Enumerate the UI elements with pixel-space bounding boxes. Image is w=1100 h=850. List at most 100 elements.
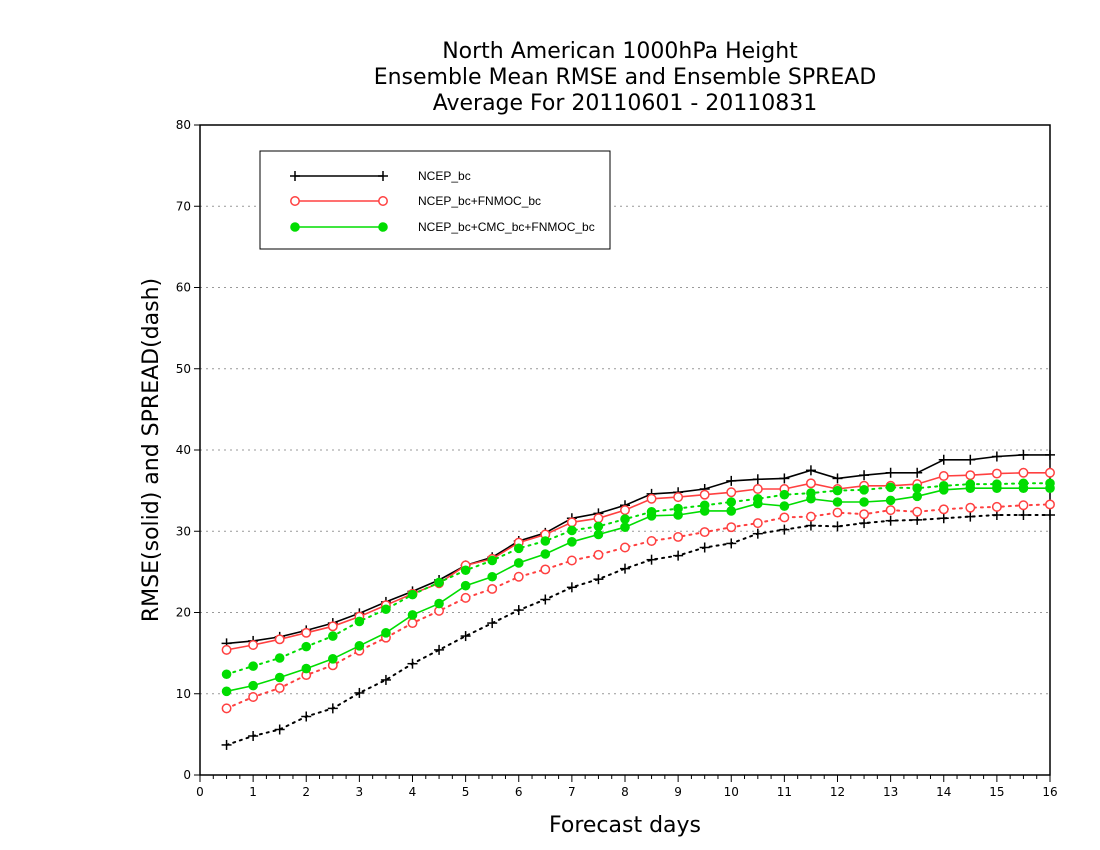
ncep-bc-fnmoc-bc-spread-point [221, 703, 232, 714]
x-tick-label: 9 [674, 785, 682, 799]
ncep-bc-cmc-bc-fnmoc-bc-spread-point [779, 489, 790, 500]
ncep-bc-spread-point [1018, 510, 1029, 520]
ncep-bc-cmc-bc-fnmoc-bc-rmse-point [1018, 483, 1029, 493]
ncep-bc-cmc-bc-fnmoc-bc-rmse-point [540, 549, 551, 559]
legend: NCEP_bc NCEP_bc+FNMOC_bc NCEP_bc+CMC_bc+FN… [259, 150, 611, 250]
ncep-bc-fnmoc-bc-spread-point [859, 509, 870, 520]
ncep-bc-fnmoc-bc-rmse-point [301, 627, 312, 638]
ncep-bc-fnmoc-bc-rmse-point [938, 471, 949, 481]
chart-title-line-2: Ensemble Mean RMSE and Ensemble SPREAD [374, 65, 877, 90]
ncep-bc-cmc-bc-fnmoc-bc-rmse-point [753, 498, 763, 509]
x-tick-label: 3 [356, 785, 364, 799]
chart-title: North American 1000hPa Height Ensemble M… [374, 39, 877, 116]
ncep-bc-spread-point [752, 528, 763, 539]
legend-marker [290, 222, 300, 232]
ncep-bc-cmc-bc-fnmoc-bc-spread-point [301, 641, 312, 652]
chart-title-line-1: North American 1000hPa Height [442, 39, 798, 64]
ncep-bc-fnmoc-bc-spread-point [912, 506, 923, 517]
x-tick-label: 5 [462, 785, 470, 799]
ncep-bc-fnmoc-bc-rmse-point [673, 492, 684, 503]
ncep-bc-fnmoc-bc-rmse-point [1045, 467, 1055, 478]
x-tick-label: 4 [409, 785, 417, 799]
ncep-bc-fnmoc-bc-rmse-point [726, 487, 737, 498]
ncep-bc-fnmoc-bc-spread-point [1018, 500, 1029, 511]
ncep-bc-spread-point [540, 594, 551, 605]
ncep-bc-rmse-point [938, 454, 949, 465]
ncep-bc-cmc-bc-fnmoc-bc-spread-point [726, 497, 737, 507]
x-tick-label: 2 [302, 785, 310, 799]
ncep-bc-spread-point [965, 511, 976, 522]
ncep-bc-spread-point [513, 605, 524, 616]
ncep-bc-fnmoc-bc-spread-point [885, 505, 896, 516]
ncep-bc-fnmoc-bc-spread-point [726, 522, 737, 533]
ncep-bc-fnmoc-bc-spread-point [274, 683, 285, 694]
ncep-bc-fnmoc-bc-spread-point [779, 512, 790, 523]
ncep-bc-rmse-point [726, 475, 737, 486]
ncep-bc-spread-point [699, 542, 710, 553]
ncep-bc-fnmoc-bc-rmse-point [248, 640, 259, 650]
ncep-bc-cmc-bc-fnmoc-bc-rmse-point [726, 506, 737, 516]
x-tick-label: 11 [777, 785, 792, 799]
ncep-bc-cmc-bc-fnmoc-bc-rmse-point [806, 493, 816, 504]
x-tick-label: 6 [515, 785, 523, 799]
ncep-bc-fnmoc-bc-rmse-point [805, 478, 816, 489]
ncep-bc-spread-point [646, 554, 657, 565]
legend-marker [378, 171, 388, 181]
ncep-bc-cmc-bc-fnmoc-bc-spread-point [434, 577, 444, 588]
legend-marker [378, 222, 388, 232]
ncep-bc-fnmoc-bc-rmse-point [327, 621, 338, 632]
ncep-bc-spread-point [248, 731, 259, 741]
ncep-bc-spread-line [225, 514, 1051, 746]
ncep-bc-fnmoc-bc-spread-point [1045, 499, 1055, 510]
ncep-bc-cmc-bc-fnmoc-bc-rmse-point [938, 485, 949, 495]
ncep-bc-fnmoc-bc-spread-point [593, 549, 604, 560]
ncep-bc-fnmoc-bc-spread-point [832, 507, 843, 518]
ncep-bc-fnmoc-bc-rmse-point [1018, 467, 1029, 478]
series [221, 449, 1055, 750]
ncep-bc-fnmoc-bc-rmse-point [221, 644, 232, 655]
ncep-bc-cmc-bc-fnmoc-bc-rmse-point [593, 529, 604, 540]
ncep-bc-cmc-bc-fnmoc-bc-spread-point [248, 661, 258, 671]
legend-item-ncep-bc-cmc-bc-fnmoc-bc: NCEP_bc+CMC_bc+FNMOC_bc [290, 220, 595, 234]
ncep-bc-fnmoc-bc-rmse-point [274, 634, 285, 645]
ncep-bc-cmc-bc-fnmoc-bc-rmse-point [513, 558, 524, 568]
x-tick-label: 12 [830, 785, 845, 799]
ncep-bc-cmc-bc-fnmoc-bc-spread-point [381, 604, 391, 615]
x-tick-label: 16 [1042, 785, 1057, 799]
x-axis-label: Forecast days [549, 813, 701, 838]
ncep-bc-rmse-point [965, 454, 976, 465]
ncep-bc-spread-point [620, 563, 630, 574]
ncep-bc-rmse-point [805, 465, 816, 476]
ncep-bc-spread-point [859, 518, 870, 529]
ncep-bc-fnmoc-bc-spread-point [566, 555, 577, 566]
ncep-bc-cmc-bc-fnmoc-bc-rmse-point [885, 495, 896, 506]
ncep-bc-cmc-bc-fnmoc-bc-spread-line [225, 482, 1051, 676]
ncep-bc-cmc-bc-fnmoc-bc-rmse-point [620, 522, 630, 532]
ncep-bc-spread-point [327, 703, 338, 714]
ncep-bc-cmc-bc-fnmoc-bc-rmse-line [226, 487, 1050, 693]
x-tick-label: 0 [196, 785, 204, 799]
ncep-bc-rmse-point [1045, 449, 1055, 460]
ncep-bc-cmc-bc-fnmoc-bc-spread-point [513, 543, 524, 554]
ncep-bc-fnmoc-bc-rmse-point [965, 470, 976, 481]
ncep-bc-cmc-bc-fnmoc-bc-rmse-point [699, 506, 710, 516]
ncep-bc-cmc-bc-fnmoc-bc-rmse-point [434, 598, 444, 609]
ncep-bc-fnmoc-bc-spread-point [938, 504, 949, 515]
y-tick-label: 30 [176, 524, 191, 538]
legend-items: NCEP_bc NCEP_bc+FNMOC_bc NCEP_bc+CMC_bc+FN… [290, 169, 595, 234]
y-tick-label: 10 [176, 687, 191, 701]
ncep-bc-spread-point [460, 631, 471, 642]
ncep-bc-spread-point [779, 524, 790, 535]
ncep-bc-fnmoc-bc-spread-point [699, 527, 710, 538]
series-ncep-bc [221, 449, 1055, 750]
series-ncep-bc-fnmoc-bc [221, 467, 1055, 714]
ncep-bc-fnmoc-bc-rmse-point [991, 468, 1002, 479]
grid [200, 205, 1050, 695]
ncep-bc-rmse-point [1018, 449, 1029, 460]
legend-marker [290, 196, 300, 206]
legend-item-ncep-bc-fnmoc-bc: NCEP_bc+FNMOC_bc [290, 194, 541, 208]
ncep-bc-cmc-bc-fnmoc-bc-rmse-point [381, 628, 391, 638]
ncep-bc-cmc-bc-fnmoc-bc-rmse-point [301, 663, 312, 674]
ncep-bc-cmc-bc-fnmoc-bc-spread-point [354, 616, 365, 627]
ncep-bc-spread-point [274, 724, 285, 735]
